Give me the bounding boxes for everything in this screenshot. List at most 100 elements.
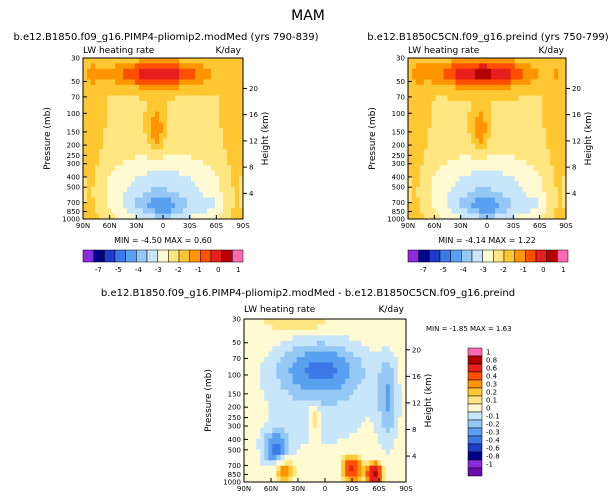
field-cell [494,117,500,123]
field-cell [292,389,298,396]
field-cell [369,416,374,423]
field-cell [502,106,508,113]
field-cell [155,127,160,134]
field-cell [502,176,508,182]
field-cell [87,181,92,188]
field-cell [308,351,314,358]
field-cell [211,74,216,80]
field-cell [475,186,480,193]
field-cell [127,154,132,161]
field-cell [423,154,429,161]
field-cell [183,111,188,118]
field-cell [147,202,152,209]
field-cell [195,170,200,177]
field-cell [494,111,500,118]
field-cell [401,324,407,331]
field-cell [207,181,212,188]
field-cell [248,422,253,429]
field-cell [349,400,354,407]
field-cell [427,100,433,107]
field-cell [99,181,104,188]
field-cell [99,122,104,129]
field-cell [268,351,273,358]
field-cell [377,460,383,467]
field-cell [381,427,387,434]
field-cell [550,213,555,220]
field-cell [99,192,104,198]
colorbar-box [210,249,222,263]
field-cell [538,213,543,220]
field-cell [95,143,100,150]
field-cell [530,122,535,129]
field-cell [211,197,216,204]
field-cell [494,63,500,70]
field-cell [143,197,148,204]
field-cell [300,443,306,450]
field-cell [99,117,104,123]
field-cell [239,111,244,118]
field-cell [260,416,265,423]
field-cell [373,346,379,352]
field-cell [522,186,527,193]
field-cell [494,186,500,193]
field-cell [550,170,555,177]
field-cell [487,127,492,134]
field-cell [320,400,326,407]
field-cell [155,181,160,188]
field-cell [506,170,512,177]
field-cell [447,79,452,86]
field-cell [554,181,559,188]
field-cell [264,373,269,380]
field-cell [369,443,374,450]
field-cell [471,202,476,209]
field-cell [308,335,314,342]
field-cell [419,68,425,75]
field-cell [431,127,437,134]
field-cell [475,127,480,134]
field-cell [171,127,176,134]
field-cell [381,367,387,374]
field-cell [316,395,322,401]
field-cell [353,357,358,363]
field-cell [506,68,512,75]
field-cell [530,111,535,118]
field-cell [471,58,476,64]
field-cell [415,192,421,198]
field-cell [239,122,244,129]
field-cell [239,117,244,123]
field-cell [119,133,124,139]
field-cell [135,122,140,129]
field-cell [337,422,342,429]
field-cell [365,411,370,418]
field-cell [244,405,249,412]
field-cell [143,202,148,209]
field-cell [292,471,298,477]
field-cell [163,122,168,129]
colorbar-box [467,411,483,421]
field-cell [365,438,370,445]
field-cell [223,192,228,198]
field-cell [522,197,527,204]
field-cell [312,378,318,385]
field-cell [284,400,289,407]
field-cell [179,149,184,155]
field-cell [530,90,535,96]
field-cell [475,84,480,91]
field-cell [288,465,293,472]
field-cell [393,351,399,358]
field-cell [123,84,128,91]
field-cell [443,192,448,198]
field-cell [435,197,440,204]
field-cell [147,213,152,220]
field-cell [199,74,204,80]
field-cell [171,58,176,64]
field-cell [427,122,433,129]
field-cell [419,176,425,182]
field-cell [522,202,527,209]
field-cell [195,58,200,64]
field-cell [333,378,338,385]
field-cell [127,165,132,172]
field-cell [483,133,488,139]
field-cell [103,100,108,107]
field-cell [239,208,244,215]
